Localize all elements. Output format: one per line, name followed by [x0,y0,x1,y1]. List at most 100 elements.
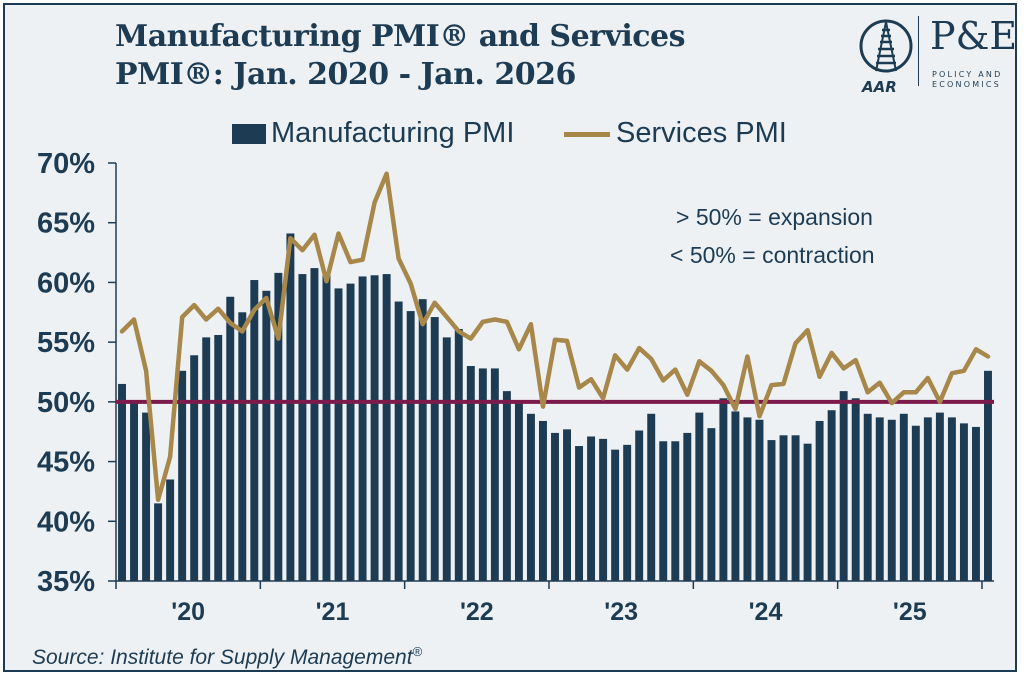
y-tick-label: 35% [37,566,95,598]
x-year-label: '20 [171,598,205,626]
manufacturing-bar [262,290,271,581]
source-registered-mark: ® [412,644,423,659]
annotation-expansion: > 50% = expansion [676,204,873,230]
x-year-label: '22 [460,598,494,626]
legend-services-swatch [564,132,610,137]
manufacturing-bar [358,276,367,581]
x-year-label: '24 [749,598,783,626]
source-note: Source: Institute for Supply Management® [32,644,422,670]
y-tick-label: 60% [37,267,95,299]
chart-title-line-1: Manufacturing PMI® and Services [115,19,686,54]
chart-title-line-2: PMI®: Jan. 2020 - Jan. 2026 [115,57,576,92]
manufacturing-bar [563,429,571,581]
manufacturing-bar [935,412,944,581]
manufacturing-bar [418,299,427,581]
manufacturing-bar [551,432,559,581]
manufacturing-bars [118,233,992,581]
source-text: Source: Institute for Supply Management [32,646,413,669]
manufacturing-bar [719,398,728,581]
manufacturing-bar [647,413,656,581]
manufacturing-bar [346,283,355,581]
manufacturing-bar [539,420,547,581]
x-year-label: '21 [316,598,350,626]
manufacturing-bar [298,274,307,581]
manufacturing-bar [755,419,764,581]
manufacturing-bar [815,420,824,581]
manufacturing-bar [803,443,812,581]
manufacturing-bar [659,441,668,581]
manufacturing-bar [599,438,608,581]
manufacturing-bar [490,368,499,581]
manufacturing-bar [514,401,523,581]
manufacturing-bar [178,370,187,581]
annotation-contraction: < 50% = contraction [670,242,875,268]
manufacturing-bar [118,383,126,581]
manufacturing-bar [202,337,211,581]
legend-services-label: Services PMI [616,117,787,149]
manufacturing-bar [142,412,151,581]
manufacturing-bar [370,275,379,581]
y-tick-label: 40% [37,506,95,538]
aar-pe-logo: AAR P&E POLICY AND ECONOMICS [852,14,1017,98]
manufacturing-bar [382,274,391,581]
logo-pe-subtitle: POLICY AND ECONOMICS [932,70,1002,90]
manufacturing-bar [466,366,475,581]
manufacturing-bar [250,280,259,581]
x-year-label: '23 [604,598,638,626]
manufacturing-bar [827,410,836,581]
manufacturing-bar [671,441,680,581]
manufacturing-bar [767,440,776,581]
manufacturing-bar [863,413,872,581]
manufacturing-bar [947,417,956,581]
y-tick-label: 50% [37,387,95,419]
y-tick-label: 70% [37,148,95,180]
manufacturing-bar [286,233,295,581]
manufacturing-bar [274,272,283,581]
manufacturing-bar [226,296,235,581]
manufacturing-bar [984,370,992,581]
manufacturing-bar [683,432,692,581]
manufacturing-bar [478,368,487,581]
services-line-group [119,171,991,503]
manufacturing-bar [875,417,884,581]
manufacturing-bar [575,446,584,581]
logo-aar-text: AAR [862,78,897,96]
y-axis: 35% 40% 45% 50% 55% 60% 65% 70% [37,148,117,598]
y-tick-label: 55% [37,327,95,359]
manufacturing-bar [707,428,716,581]
y-tick-label: 65% [37,208,95,240]
manufacturing-bar [526,413,535,581]
manufacturing-bar [430,317,439,581]
y-tick-label: 45% [37,447,95,479]
manufacturing-bar [214,334,223,581]
manufacturing-bar [731,411,740,581]
manufacturing-bar [442,337,451,581]
legend-manufacturing-swatch [232,124,266,144]
railroad-track-icon [859,19,913,73]
manufacturing-bar [310,268,319,581]
manufacturing-bar [166,479,175,581]
services-pmi-line [119,171,991,503]
x-axis: '20 '21 '22 '23 '24 '25 [115,580,994,626]
manufacturing-bar [911,425,920,581]
manufacturing-bar [899,413,908,581]
manufacturing-bar [887,419,896,581]
manufacturing-bar [502,391,511,581]
manufacturing-bar [851,398,860,581]
manufacturing-bar [695,412,704,581]
manufacturing-bar [839,391,848,581]
manufacturing-bar [130,400,139,581]
chart-title: Manufacturing PMI® and Services PMI®: Ja… [115,18,815,94]
manufacturing-bar [406,311,415,581]
manufacturing-bar [959,423,968,581]
manufacturing-bar [791,435,800,581]
manufacturing-bar [587,436,596,581]
legend-manufacturing-label: Manufacturing PMI [271,117,515,149]
logo-pe-subtitle-line-1: POLICY AND [932,70,1003,79]
logo-divider [918,16,919,86]
manufacturing-bar [923,417,932,581]
chart-legend: Manufacturing PMI Services PMI [0,113,1024,153]
manufacturing-bar [971,426,980,581]
manufacturing-bar [623,444,632,581]
